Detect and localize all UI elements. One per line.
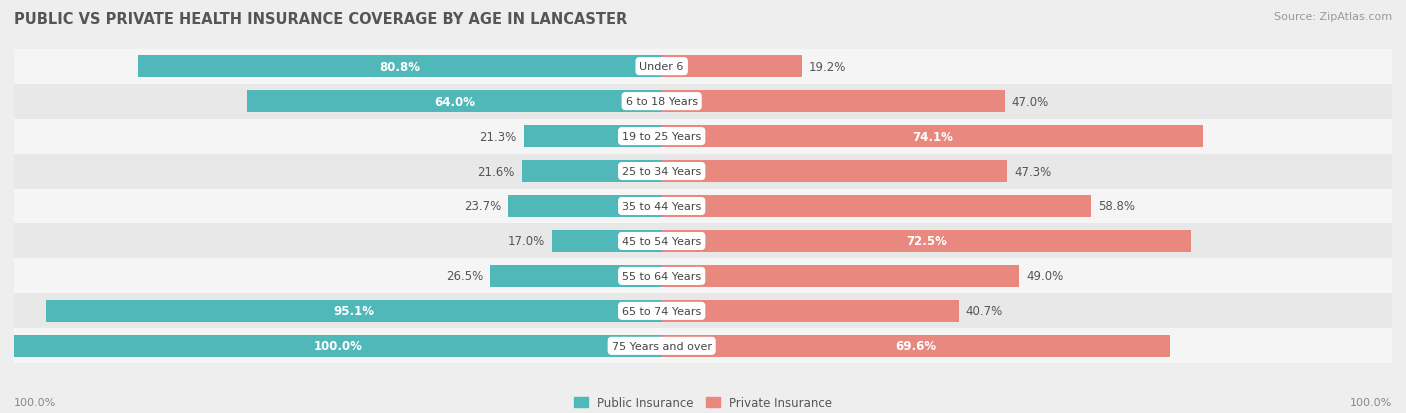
- Bar: [14, 50, 1392, 84]
- Bar: [14, 154, 1392, 189]
- Text: 35 to 44 Years: 35 to 44 Years: [621, 202, 702, 211]
- Text: 100.0%: 100.0%: [314, 339, 363, 352]
- Text: 74.1%: 74.1%: [912, 130, 953, 143]
- Text: 40.7%: 40.7%: [966, 305, 1002, 318]
- Bar: [14, 259, 1392, 294]
- Bar: [14, 335, 662, 357]
- Bar: [662, 300, 959, 322]
- Text: 49.0%: 49.0%: [1026, 270, 1063, 283]
- Bar: [522, 161, 662, 183]
- Bar: [662, 91, 1005, 113]
- Text: 47.3%: 47.3%: [1014, 165, 1052, 178]
- Text: 64.0%: 64.0%: [434, 95, 475, 108]
- Text: 65 to 74 Years: 65 to 74 Years: [621, 306, 702, 316]
- Bar: [14, 119, 1392, 154]
- Bar: [662, 335, 1170, 357]
- Bar: [46, 300, 662, 322]
- Text: 6 to 18 Years: 6 to 18 Years: [626, 97, 697, 107]
- Text: 23.7%: 23.7%: [464, 200, 502, 213]
- Text: 45 to 54 Years: 45 to 54 Years: [621, 236, 702, 247]
- Text: 100.0%: 100.0%: [1350, 397, 1392, 407]
- Text: 75 Years and over: 75 Years and over: [612, 341, 711, 351]
- Text: 69.6%: 69.6%: [896, 339, 936, 352]
- Bar: [662, 126, 1202, 147]
- Bar: [662, 230, 1191, 252]
- Bar: [523, 126, 662, 147]
- Bar: [551, 230, 662, 252]
- Text: 21.6%: 21.6%: [478, 165, 515, 178]
- Text: 80.8%: 80.8%: [380, 61, 420, 74]
- Text: 95.1%: 95.1%: [333, 305, 374, 318]
- Bar: [138, 56, 662, 78]
- Bar: [14, 294, 1392, 329]
- Text: 72.5%: 72.5%: [905, 235, 946, 248]
- Text: 26.5%: 26.5%: [446, 270, 484, 283]
- Bar: [662, 56, 801, 78]
- Bar: [247, 91, 662, 113]
- Bar: [508, 196, 662, 217]
- Text: 58.8%: 58.8%: [1098, 200, 1135, 213]
- Bar: [14, 329, 1392, 363]
- Bar: [14, 189, 1392, 224]
- Bar: [662, 196, 1091, 217]
- Text: 21.3%: 21.3%: [479, 130, 517, 143]
- Bar: [662, 266, 1019, 287]
- Bar: [491, 266, 662, 287]
- Text: 17.0%: 17.0%: [508, 235, 544, 248]
- Text: Source: ZipAtlas.com: Source: ZipAtlas.com: [1274, 12, 1392, 22]
- Bar: [14, 84, 1392, 119]
- Legend: Public Insurance, Private Insurance: Public Insurance, Private Insurance: [569, 392, 837, 413]
- Text: 25 to 34 Years: 25 to 34 Years: [621, 166, 702, 177]
- Bar: [662, 161, 1007, 183]
- Text: 55 to 64 Years: 55 to 64 Years: [621, 271, 702, 281]
- Text: 19 to 25 Years: 19 to 25 Years: [621, 132, 702, 142]
- Bar: [14, 224, 1392, 259]
- Text: 47.0%: 47.0%: [1012, 95, 1049, 108]
- Text: 19.2%: 19.2%: [808, 61, 846, 74]
- Text: 100.0%: 100.0%: [14, 397, 56, 407]
- Text: PUBLIC VS PRIVATE HEALTH INSURANCE COVERAGE BY AGE IN LANCASTER: PUBLIC VS PRIVATE HEALTH INSURANCE COVER…: [14, 12, 627, 27]
- Text: Under 6: Under 6: [640, 62, 683, 72]
